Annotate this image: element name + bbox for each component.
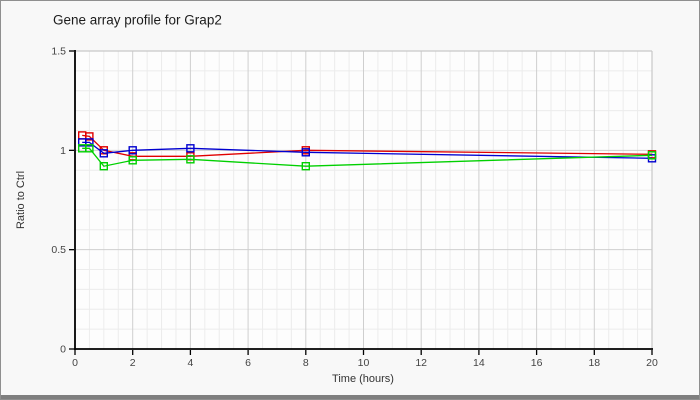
series-line-green (82, 147, 653, 167)
axis-tick-labels: 0 2 4 6 8 10 12 14 16 18 20 0 0.5 1 1.5 (51, 46, 658, 370)
data-point-marker (85, 138, 94, 147)
minor-gridlines (75, 51, 652, 349)
x-tick-label: 20 (646, 357, 658, 369)
window-bottom-strip (1, 395, 699, 399)
x-tick-label: 6 (245, 357, 251, 369)
axis-ticks (69, 50, 653, 355)
data-point-marker (85, 144, 94, 153)
x-tick-label: 10 (358, 357, 370, 369)
data-point-marker (647, 151, 657, 160)
x-tick-label: 4 (187, 357, 193, 369)
x-tick-label: 8 (303, 357, 309, 369)
x-axis-label: Time (hours) (332, 373, 394, 385)
major-gridlines (75, 51, 652, 349)
x-tick-label: 2 (130, 357, 136, 369)
y-tick-label: 1 (60, 145, 66, 157)
x-tick-label: 18 (588, 357, 600, 369)
data-point-marker (128, 146, 137, 155)
y-axis-label: Ratio to Ctrl (15, 170, 27, 230)
data-point-marker (99, 161, 109, 171)
y-tick-label: 0.5 (51, 244, 66, 256)
y-tick-label: 0 (60, 344, 66, 356)
data-point-marker (186, 155, 195, 164)
data-point-marker (186, 144, 195, 153)
x-tick-label: 0 (72, 357, 78, 369)
data-point-marker (128, 156, 137, 165)
series-line-blue (82, 141, 653, 159)
page-title: Gene array profile for Grap2 (53, 12, 222, 28)
data-point-marker (99, 149, 109, 158)
series-markers-green (77, 144, 657, 171)
data-point-marker (301, 161, 310, 171)
x-tick-label: 16 (531, 357, 543, 369)
x-tick-label: 14 (473, 357, 485, 369)
x-tick-label: 12 (415, 357, 427, 369)
data-point-marker (85, 132, 94, 141)
data-point-marker (301, 148, 310, 157)
y-tick-label: 1.5 (51, 46, 66, 58)
